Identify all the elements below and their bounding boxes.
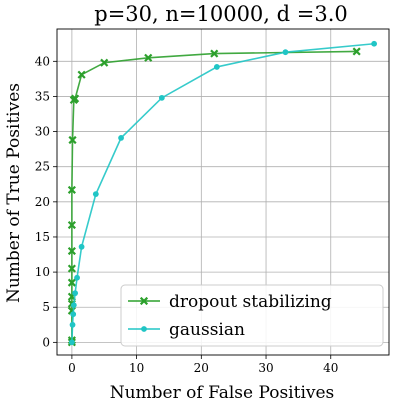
legend-marker [139,296,149,306]
y-tick-label: 35 [35,89,50,103]
chart-title: p=30, n=10000, d =3.0 [94,2,348,26]
data-point [118,135,124,141]
y-tick-label: 15 [35,230,50,244]
legend-item: dropout stabilizing [128,292,332,312]
y-tick-label: 40 [35,54,50,68]
y-axis-label: Number of True Positives [4,83,24,303]
ticks: 0 10 20 30 40 0 5 10 15 20 25 30 35 40 [35,54,339,375]
data-point [71,94,80,103]
data-point [100,58,109,67]
legend: dropout stabilizing gaussian [120,284,384,347]
data-point [213,64,220,70]
data-point [67,278,76,287]
legend-marker [141,326,147,332]
x-tick-label: 20 [194,361,209,375]
x-tick-label: 40 [323,361,338,375]
x-tick-label: 10 [129,361,144,375]
data-point [68,339,75,346]
plot-frame [56,28,390,356]
data-point [72,290,79,297]
y-tick-label: 10 [35,265,50,279]
y-tick-label: 25 [35,160,50,174]
y-tick-label: 0 [42,335,50,349]
data-point [67,264,76,273]
legend-item: gaussian [128,320,245,340]
data-point [70,311,77,318]
data-point [352,47,361,56]
series-1 [68,40,378,346]
data-point [74,274,80,281]
data-point [210,49,219,58]
data-point [92,191,99,198]
data-point [70,302,77,309]
y-tick-label: 30 [35,125,50,139]
data-point [144,53,153,62]
x-axis-label: Number of False Positives [110,383,335,400]
y-tick-label: 20 [35,195,50,209]
legend-label: dropout stabilizing [169,292,332,312]
data-point [371,40,378,47]
data-point [67,220,76,230]
data-point [67,185,76,194]
y-tick-label: 5 [42,300,50,314]
data-point [68,135,77,145]
data-point [67,246,76,256]
data-point [158,94,165,101]
x-tick-label: 0 [68,361,76,375]
legend-box [120,284,384,347]
legend-label: gaussian [169,320,245,340]
data-point [69,321,76,328]
series-layer [67,40,378,347]
data-point [78,243,85,250]
x-tick-label: 30 [258,361,273,375]
data-point [282,49,289,56]
data-point [77,70,86,79]
